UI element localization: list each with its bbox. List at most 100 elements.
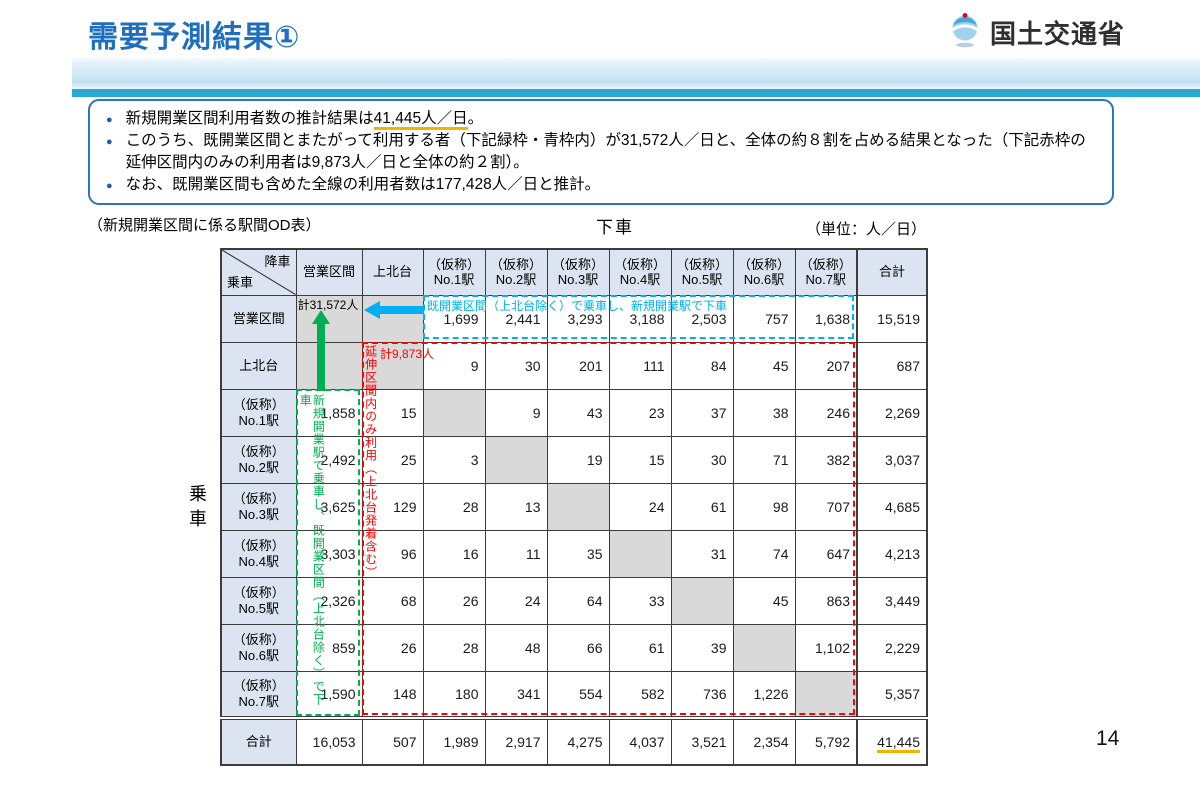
od-table-row: 上北台 9 30 201 111 84 45 207 687 [220,341,928,390]
od-cell: 1,699 [422,294,486,343]
od-cell: 16 [422,529,486,578]
od-cell [361,294,424,343]
mlit-globe-icon [948,12,982,53]
od-cell: 1,226 [732,670,796,719]
od-cell: 2,503 [670,294,734,343]
od-cell [361,341,424,390]
od-cell: 3,037 [856,435,928,484]
od-cell: 3,188 [608,294,672,343]
summary-bullet-2-text: このうち、既開業区間とまたがって利用する者（下記緑枠・青枠内）が31,572人／… [125,132,1086,171]
od-cell [295,294,363,343]
od-cell: 9 [484,388,548,437]
od-cell: 2,354 [732,716,796,766]
od-cell: 15,519 [856,294,928,343]
od-table-row: 営業区間 1,699 2,441 3,293 3,188 2,503 757 1,638 15,… [220,294,928,343]
od-cell: 16,053 [295,716,363,766]
od-table-row: （仮称） No.1駅 1,858 15 9 43 23 37 38 246 2,269 [220,388,928,437]
od-cell: 26 [361,623,424,672]
od-cell: 45 [732,576,796,625]
od-cell [484,435,548,484]
od-cell: 3,303 [295,529,363,578]
mlit-logo: 国土交通省 [948,12,1125,53]
od-cell: 2,441 [484,294,548,343]
od-cell [670,576,734,625]
od-cell: 341 [484,670,548,719]
od-cell: 13 [484,482,548,531]
od-row-header: （仮称） No.7駅 [220,670,297,719]
corner-alight-label: 降車 [264,254,291,269]
od-cell: 28 [422,623,486,672]
od-cell: 9 [422,341,486,390]
od-cell: 2,917 [484,716,548,766]
od-cell: 582 [608,670,672,719]
od-cell: 15 [608,435,672,484]
od-cell: 26 [422,576,486,625]
od-cell: 3,625 [295,482,363,531]
od-cell: 2,229 [856,623,928,672]
od-cell: 24 [484,576,548,625]
bullet-1-prefix: 新規開業区間利用者数の推計結果は [125,110,374,127]
od-row-header: （仮称） No.4駅 [220,529,297,578]
od-cell: 4,685 [856,482,928,531]
od-cell: 39 [670,623,734,672]
od-cell: 28 [422,482,486,531]
od-cell: 4,213 [856,529,928,578]
od-row-header: （仮称） No.6駅 [220,623,297,672]
od-row-header: （仮称） No.3駅 [220,482,297,531]
summary-bullet-3-text: なお、既開業区間も含めた全線の利用者数は177,428人／日と推計。 [125,176,601,193]
od-row-header: （仮称） No.1駅 [220,388,297,437]
od-row-header: 営業区間 [220,294,297,343]
od-col-header: （仮称） No.6駅 [732,248,796,296]
page-title: 需要予測結果① [88,21,301,54]
od-cell: 1,102 [794,623,858,672]
bullet-icon: ● [106,180,113,192]
od-cell: 111 [608,341,672,390]
bullet-1-highlight: 41,445人／日 [373,110,468,130]
od-cell: 1,989 [422,716,486,766]
board-axis-label: 乗車 [187,484,207,534]
od-table-row: （仮称） No.4駅 3,303 96 16 11 35 31 74 647 4,213 [220,529,928,578]
od-table: 降車 乗車 営業区間 上北台 （仮称） No.1駅 （仮称） No.2駅 （仮称） No.3… [220,248,928,766]
od-cell: 19 [546,435,610,484]
od-cell: 507 [361,716,424,766]
od-cell: 61 [670,482,734,531]
summary-box: ● 新規開業区間利用者数の推計結果は41,445人／日。 ● このうち、既開業区… [88,99,1114,205]
od-cell: 201 [546,341,610,390]
page-number: 14 [1096,727,1120,750]
od-cell: 1,858 [295,388,363,437]
od-cell: 45 [732,341,796,390]
od-cell: 3,521 [670,716,734,766]
summary-bullet-3: ● なお、既開業区間も含めた全線の利用者数は177,428人／日と推計。 [104,174,1100,196]
unit-label: （単位：人／日） [806,221,927,238]
od-cell: 68 [361,576,424,625]
od-cell: 35 [546,529,610,578]
od-cell: 2,492 [295,435,363,484]
od-cell: 3,293 [546,294,610,343]
od-cell [608,529,672,578]
od-cell [794,670,858,719]
od-table-row: （仮称） No.7駅 1,590 148 180 341 554 582 736 1,226 5,… [220,670,928,719]
od-table-row: （仮称） No.2駅 2,492 25 3 19 15 30 71 382 3,037 [220,435,928,484]
od-table-row: 合計 16,053 507 1,989 2,917 4,275 4,037 3,521 2,35… [220,716,928,766]
od-table-area: 降車 乗車 営業区間 上北台 （仮称） No.1駅 （仮称） No.2駅 （仮称） No.3… [220,248,930,768]
grand-total-value: 41,445 [877,734,920,753]
od-cell: 61 [608,623,672,672]
od-cell: 71 [732,435,796,484]
od-cell: 25 [361,435,424,484]
od-cell: 207 [794,341,858,390]
od-col-header: （仮称） No.1駅 [422,248,486,296]
od-cell: 3 [422,435,486,484]
od-col-header: （仮称） No.5駅 [670,248,734,296]
od-cell: 23 [608,388,672,437]
od-cell: 859 [295,623,363,672]
od-cell: 707 [794,482,858,531]
od-cell: 5,357 [856,670,928,719]
bullet-1-suffix: 。 [467,110,484,127]
od-cell: 43 [546,388,610,437]
od-col-header: （仮称） No.7駅 [794,248,858,296]
od-cell: 66 [546,623,610,672]
od-cell: 382 [794,435,858,484]
od-cell: 64 [546,576,610,625]
od-cell: 5,792 [794,716,858,766]
header-gradient-band [72,58,1200,97]
